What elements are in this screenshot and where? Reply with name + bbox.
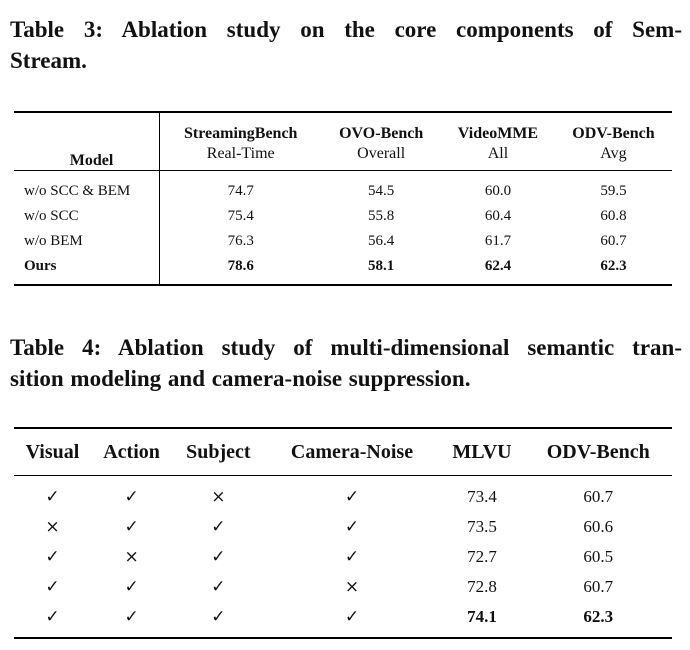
table4-mark: ✓	[45, 547, 60, 567]
table3-sub-odvbench: Avg	[600, 145, 627, 162]
table-row: ✓ ✓ ✓ ✓ 74.1 62.3	[14, 602, 672, 638]
table3-col-ovobench: OVO-Bench	[339, 125, 424, 142]
table4-mark: ✓	[344, 547, 360, 567]
table4-mark: ✓	[124, 607, 139, 627]
table3-cell: 61.7	[484, 233, 512, 249]
table4-cell: 72.8	[467, 577, 497, 596]
table4-cell: 60.7	[583, 487, 614, 506]
table3: Model StreamingBench OVO-Bench VideoMME …	[14, 111, 672, 286]
table3-model-cell: w/o SCC	[14, 204, 160, 229]
table4-mark: ✓	[211, 547, 226, 567]
table4-cell: 62.3	[583, 607, 614, 626]
table4-mark: ✓	[344, 487, 360, 507]
table3-caption-line-2: Stream.	[10, 48, 87, 73]
table4-mark: ✓	[344, 607, 360, 627]
table4: Visual Action Subject Camera-Noise MLVU …	[14, 427, 672, 639]
table3-cell: 55.8	[368, 208, 395, 224]
table4-cell: 72.7	[467, 547, 497, 566]
table4-mark: ✓	[45, 487, 60, 507]
table3-caption: Table 3: Ablation study on the core comp…	[10, 14, 682, 76]
table-row: × ✓ ✓ ✓ 73.5 60.6	[14, 512, 672, 542]
table-row: ✓ × ✓ ✓ 72.7 60.5	[14, 542, 672, 572]
table4-mark: ✓	[124, 577, 139, 597]
table4-col-visual: Visual	[14, 428, 91, 476]
table3-cell: 62.3	[600, 258, 627, 274]
table4-mark: ✓	[124, 487, 139, 507]
table3-cell: 60.7	[600, 233, 627, 249]
table4-col-camera-noise: Camera-Noise	[264, 428, 440, 476]
table3-cell: 56.4	[368, 233, 395, 249]
table3-model-cell: w/o SCC & BEM	[14, 170, 160, 204]
table4-caption-line-1: Table 4: Ablation study of multi-dimensi…	[10, 335, 682, 360]
table3-cell: 60.4	[484, 208, 512, 224]
table4-mark: ✓	[211, 517, 226, 537]
table3-col-odvbench: ODV-Bench	[572, 125, 655, 142]
table4-header-row: Visual Action Subject Camera-Noise MLVU …	[14, 428, 672, 476]
table3-header-row: Model StreamingBench OVO-Bench VideoMME …	[14, 112, 672, 171]
table3-cell: 74.7	[159, 170, 322, 204]
table4-mark: ×	[211, 487, 226, 507]
table3-col-videomme: VideoMME	[457, 125, 539, 142]
table-row: ✓ ✓ × ✓ 73.4 60.7	[14, 476, 672, 513]
table4-cell: 73.5	[467, 517, 497, 536]
table4-mark: ×	[124, 547, 139, 567]
table3-cell: 62.4	[484, 258, 512, 274]
table4-cell: 60.6	[583, 517, 614, 536]
table3-col-streamingbench: StreamingBench	[183, 125, 298, 142]
table4-caption: Table 4: Ablation study of multi-dimensi…	[10, 332, 682, 394]
table3-subheader-row: Real-Time Overall All Avg	[14, 143, 672, 171]
table4-caption-line-2: sition modeling and camera-noise suppres…	[10, 366, 471, 391]
table3-cell: 78.6	[227, 258, 254, 274]
table4-mark: ✓	[344, 517, 360, 537]
table4-col-subject: Subject	[172, 428, 265, 476]
table3-caption-line-1: Table 3: Ablation study on the core comp…	[10, 17, 682, 42]
table-row: ✓ ✓ ✓ × 72.8 60.7	[14, 572, 672, 602]
table3-cell: 58.1	[368, 258, 395, 274]
table4-mark: ×	[344, 577, 360, 597]
table4-mark: ✓	[211, 607, 226, 627]
table4-mark: ✓	[45, 607, 60, 627]
table-row: w/o BEM 76.3 56.4 61.7 60.7	[14, 229, 672, 254]
table4-col-odvbench: ODV-Bench	[524, 428, 672, 476]
table4-col-mlvu: MLVU	[439, 428, 525, 476]
table-row: w/o SCC & BEM 74.7 54.5 60.0 59.5	[14, 170, 672, 204]
table4-cell: 60.7	[583, 577, 614, 596]
table4-mark: ✓	[45, 577, 60, 597]
table3-model-header: Model	[14, 112, 160, 171]
table3-model-cell: Ours	[14, 254, 160, 285]
table-row: w/o SCC 75.4 55.8 60.4 60.8	[14, 204, 672, 229]
table3-cell: 75.4	[227, 208, 254, 224]
table3-sub-videomme: All	[487, 145, 509, 162]
table4-mark: ×	[45, 517, 60, 537]
table3-cell: 76.3	[227, 233, 254, 249]
table4-cell: 73.4	[467, 487, 497, 506]
table-row: Ours 78.6 58.1 62.4 62.3	[14, 254, 672, 285]
table4-mark: ✓	[211, 577, 226, 597]
table3-cell: 60.8	[600, 208, 627, 224]
table3-sub-ovobench: Overall	[357, 145, 406, 162]
table4-mark: ✓	[124, 517, 139, 537]
table3-cell: 60.0	[440, 170, 555, 204]
table3-model-cell: w/o BEM	[14, 229, 160, 254]
table3-cell: 59.5	[554, 170, 672, 204]
table3-sub-streamingbench: Real-Time	[206, 145, 275, 162]
table4-cell: 74.1	[467, 607, 497, 626]
table4-col-action: Action	[90, 428, 173, 476]
table4-cell: 60.5	[583, 547, 614, 566]
table3-cell: 54.5	[321, 170, 441, 204]
